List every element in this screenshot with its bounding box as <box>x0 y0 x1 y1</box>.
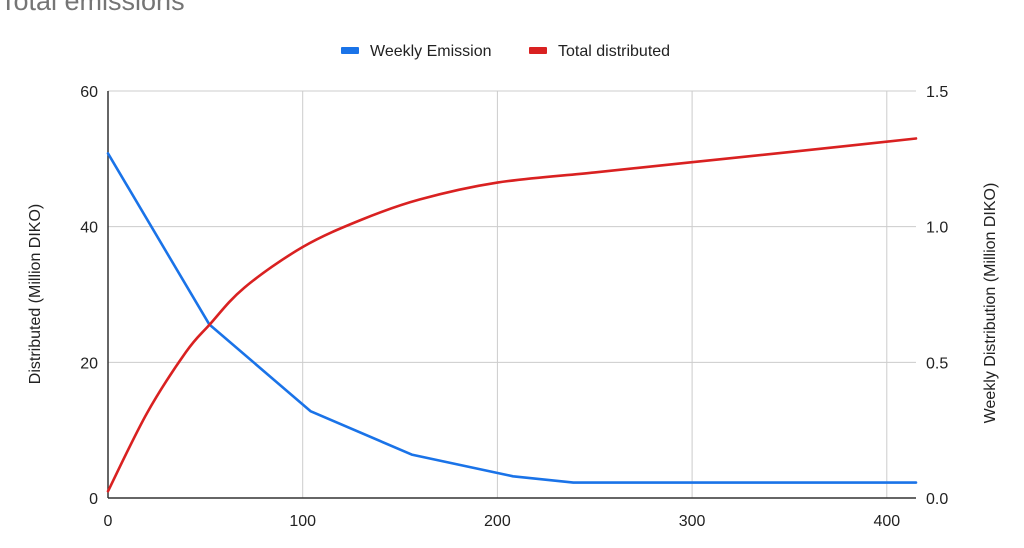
x-tick-label: 400 <box>873 513 900 530</box>
legend: Weekly Emission Total distributed <box>341 43 670 60</box>
y-axis-left-label: Distributed (Million DIKO) <box>27 204 44 384</box>
legend-swatch-weekly-emission <box>341 47 359 54</box>
y-axis-right-label: Weekly Distribution (Million DIKO) <box>982 183 999 424</box>
chart-title: Total emissions <box>0 0 185 16</box>
series <box>106 137 918 493</box>
legend-label-total-distributed: Total distributed <box>558 43 670 60</box>
legend-label-weekly-emission: Weekly Emission <box>370 43 492 60</box>
x-tick-label: 300 <box>679 513 706 530</box>
y-left-tick-label: 20 <box>80 355 98 372</box>
legend-swatch-total-distributed <box>529 47 547 54</box>
series-line-total-distributed <box>106 137 918 493</box>
y-left-tick-label: 0 <box>89 491 98 508</box>
x-tick-label: 200 <box>484 513 511 530</box>
y-right-tick-label: 0.5 <box>926 355 948 372</box>
y-left-tick-label: 40 <box>80 220 98 237</box>
x-tick-label: 0 <box>104 513 113 530</box>
y-right-tick-label: 1.0 <box>926 220 948 237</box>
series-line-weekly-emission <box>106 152 918 484</box>
y-right-tick-label: 0.0 <box>926 491 948 508</box>
y-right-tick-label: 1.5 <box>926 84 948 101</box>
axes: 0 100 200 300 400 0 20 40 60 0.0 0.5 1.0 1.5 <box>80 84 948 530</box>
y-left-tick-label: 60 <box>80 84 98 101</box>
x-tick-label: 100 <box>289 513 316 530</box>
